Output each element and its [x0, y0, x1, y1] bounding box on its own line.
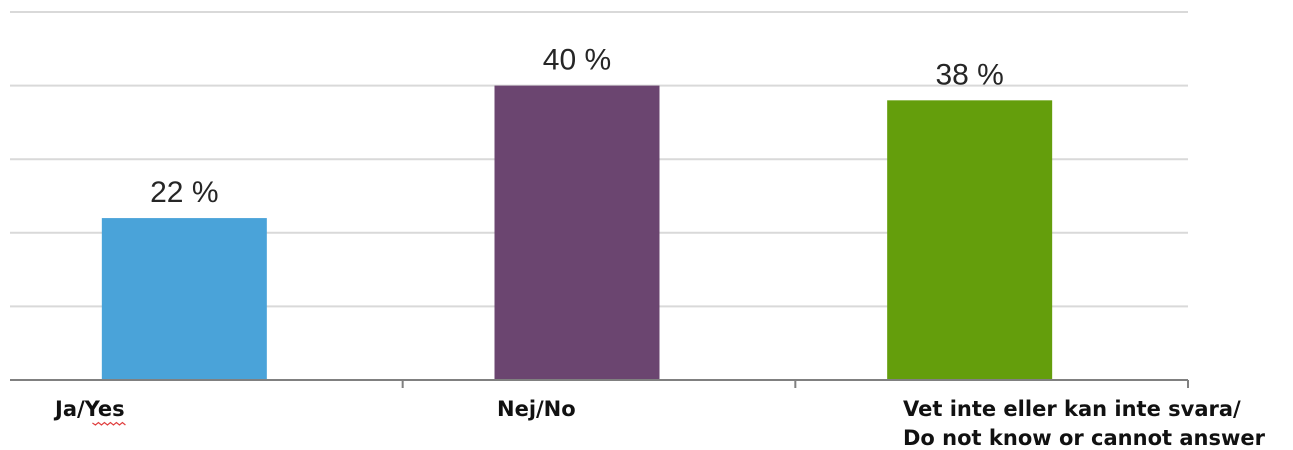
category-labels-group: Ja/Yes Nej/No Vet inte eller kan inte svar…	[53, 397, 1266, 450]
bars-group	[101, 85, 1053, 380]
bar-data-label: 40 %	[543, 44, 611, 77]
bar-data-label: 38 %	[935, 58, 1003, 91]
category-label: Nej/No	[497, 397, 576, 421]
x-axis	[10, 379, 1189, 388]
category-label: Ja/Yes	[53, 397, 125, 421]
data-labels-group: 22 % 40 % 38 %	[150, 44, 1004, 209]
category-label: Vet inte eller kan inte svara/	[903, 397, 1241, 421]
bar	[101, 218, 267, 380]
bar	[494, 85, 660, 380]
spellcheck-underline	[92, 421, 126, 426]
category-label: Do not know or cannot answer	[903, 426, 1266, 450]
bar	[887, 100, 1053, 380]
bar-data-label: 22 %	[150, 176, 218, 209]
